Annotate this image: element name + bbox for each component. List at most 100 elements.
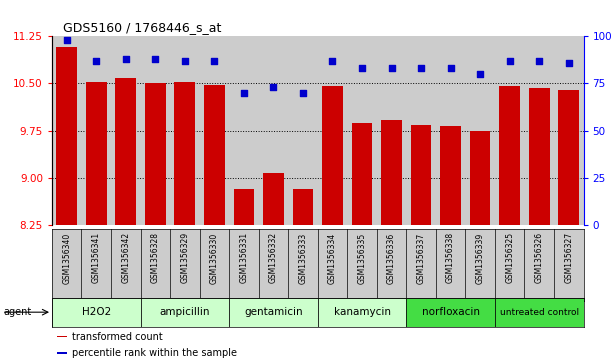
Point: [298, 90, 308, 96]
Bar: [141, 229, 170, 301]
Bar: [495, 36, 524, 225]
Bar: [57, 352, 67, 354]
Text: GSM1356327: GSM1356327: [564, 232, 573, 284]
Point: [62, 37, 71, 43]
Text: norfloxacin: norfloxacin: [422, 307, 480, 317]
Text: GSM1356326: GSM1356326: [535, 232, 544, 284]
Bar: [111, 36, 141, 225]
Point: [210, 58, 219, 64]
Text: GSM1356341: GSM1356341: [92, 232, 101, 284]
Bar: [318, 36, 347, 225]
Text: untreated control: untreated control: [500, 308, 579, 317]
Point: [92, 58, 101, 64]
Bar: [229, 36, 258, 225]
Text: transformed count: transformed count: [72, 331, 163, 342]
Point: [445, 65, 455, 71]
Text: GSM1356329: GSM1356329: [180, 232, 189, 284]
Bar: [52, 229, 81, 301]
Text: H2O2: H2O2: [82, 307, 111, 317]
Bar: [318, 229, 347, 301]
Point: [121, 56, 131, 62]
Text: GDS5160 / 1768446_s_at: GDS5160 / 1768446_s_at: [62, 21, 221, 34]
Bar: [318, 298, 406, 327]
Bar: [170, 229, 200, 301]
Bar: [141, 298, 229, 327]
Bar: [441, 126, 461, 225]
Bar: [470, 131, 491, 225]
Text: GSM1356336: GSM1356336: [387, 232, 396, 284]
Text: gentamicin: gentamicin: [244, 307, 302, 317]
Bar: [81, 36, 111, 225]
Bar: [233, 188, 254, 225]
Bar: [406, 229, 436, 301]
Bar: [204, 85, 225, 225]
Bar: [554, 229, 584, 301]
Text: GSM1356340: GSM1356340: [62, 232, 71, 284]
Bar: [558, 90, 579, 225]
Bar: [377, 229, 406, 301]
Bar: [56, 47, 77, 225]
Bar: [170, 36, 200, 225]
Bar: [347, 229, 377, 301]
Text: GSM1356332: GSM1356332: [269, 232, 278, 284]
Text: ampicillin: ampicillin: [159, 307, 210, 317]
Point: [357, 65, 367, 71]
Text: GSM1356342: GSM1356342: [121, 232, 130, 284]
Bar: [52, 298, 141, 327]
Text: percentile rank within the sample: percentile rank within the sample: [72, 348, 237, 358]
Point: [150, 56, 160, 62]
Bar: [524, 36, 554, 225]
Bar: [175, 82, 195, 225]
Bar: [200, 229, 229, 301]
Point: [239, 90, 249, 96]
Text: GSM1356331: GSM1356331: [240, 232, 249, 284]
Bar: [81, 229, 111, 301]
Bar: [381, 120, 402, 225]
Text: agent: agent: [3, 307, 31, 317]
Bar: [229, 229, 258, 301]
Bar: [111, 229, 141, 301]
Bar: [322, 86, 343, 225]
Point: [268, 84, 278, 90]
Bar: [258, 229, 288, 301]
Text: kanamycin: kanamycin: [334, 307, 390, 317]
Bar: [263, 173, 284, 225]
Bar: [200, 36, 229, 225]
Point: [416, 65, 426, 71]
Bar: [436, 36, 466, 225]
Text: GSM1356339: GSM1356339: [475, 232, 485, 284]
Bar: [495, 229, 524, 301]
Point: [180, 58, 189, 64]
Point: [534, 58, 544, 64]
Bar: [288, 229, 318, 301]
Bar: [57, 335, 67, 337]
Bar: [115, 78, 136, 225]
Bar: [293, 188, 313, 225]
Bar: [436, 229, 466, 301]
Bar: [529, 88, 549, 225]
Point: [505, 58, 514, 64]
Bar: [466, 229, 495, 301]
Text: GSM1356338: GSM1356338: [446, 232, 455, 284]
Point: [475, 71, 485, 77]
Bar: [406, 36, 436, 225]
Bar: [406, 298, 495, 327]
Bar: [229, 298, 318, 327]
Bar: [554, 36, 584, 225]
Bar: [499, 86, 520, 225]
Bar: [145, 83, 166, 225]
Text: GSM1356330: GSM1356330: [210, 232, 219, 284]
Bar: [495, 298, 584, 327]
Bar: [141, 36, 170, 225]
Point: [387, 65, 397, 71]
Bar: [377, 36, 406, 225]
Bar: [347, 36, 377, 225]
Bar: [86, 82, 106, 225]
Bar: [524, 229, 554, 301]
Text: GSM1356334: GSM1356334: [328, 232, 337, 284]
Bar: [258, 36, 288, 225]
Text: GSM1356333: GSM1356333: [298, 232, 307, 284]
Point: [564, 60, 574, 66]
Bar: [466, 36, 495, 225]
Bar: [52, 36, 81, 225]
